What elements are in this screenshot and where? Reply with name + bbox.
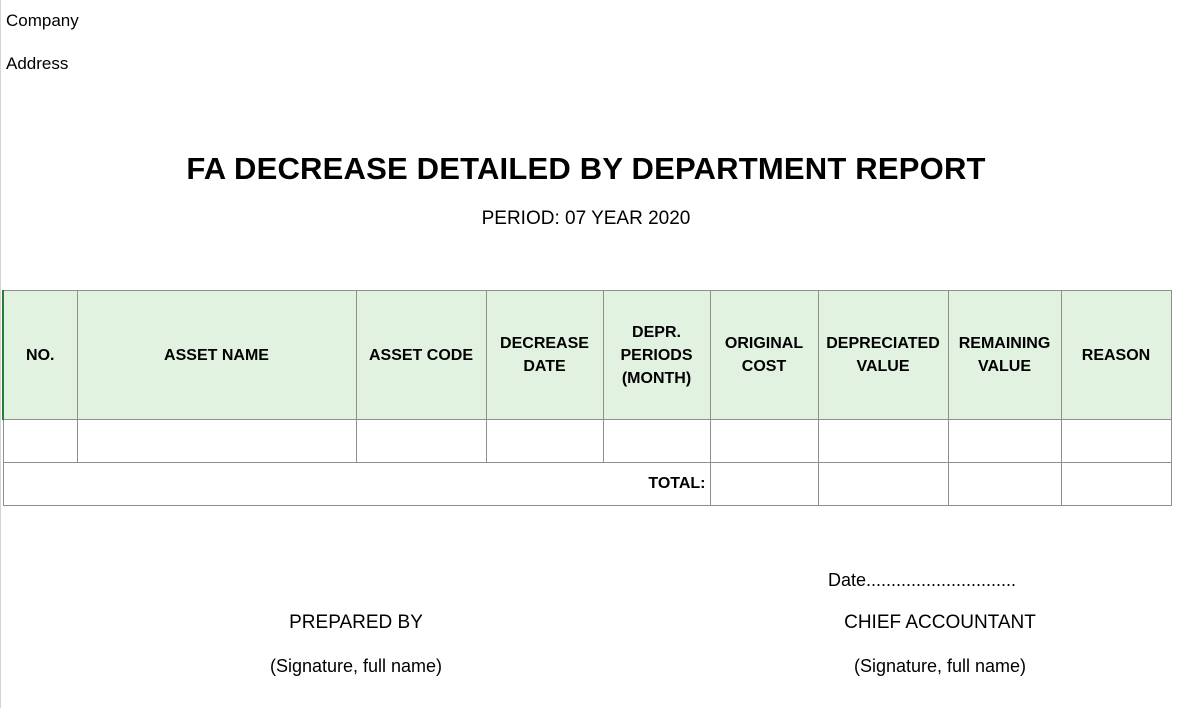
table-header-row: NO. ASSET NAME ASSET CODE DECREASE DATE … [2, 290, 1172, 420]
table-cell[interactable] [947, 419, 1062, 463]
column-header-decrease-date: DECREASE DATE [485, 290, 604, 420]
chief-accountant-signature-hint: (Signature, full name) [853, 656, 1027, 676]
prepared-by-label: PREPARED BY [289, 612, 423, 633]
total-original-cost-cell[interactable] [709, 462, 819, 506]
total-remaining-value-cell[interactable] [947, 462, 1062, 506]
table-cell[interactable] [817, 419, 949, 463]
column-header-depreciated-value: DEPRECIATED VALUE [817, 290, 949, 420]
column-header-original-cost: ORIGINAL COST [709, 290, 819, 420]
column-header-remaining-value: REMAINING VALUE [947, 290, 1062, 420]
total-reason-cell[interactable] [1060, 462, 1172, 506]
total-row: TOTAL: [2, 462, 1172, 506]
company-label: Company [6, 11, 79, 30]
table-cell[interactable] [355, 419, 487, 463]
total-label: TOTAL: [2, 462, 711, 506]
report-period: PERIOD: 07 YEAR 2020 [481, 208, 691, 229]
table-cell[interactable] [602, 419, 711, 463]
table-cell[interactable] [709, 419, 819, 463]
asset-decrease-table: NO. ASSET NAME ASSET CODE DECREASE DATE … [2, 290, 1172, 506]
column-header-asset-name: ASSET NAME [76, 290, 357, 420]
column-header-no: NO. [2, 290, 78, 420]
table-cell[interactable] [485, 419, 604, 463]
date-line: Date.............................. [828, 570, 1017, 590]
prepared-by-signature-hint: (Signature, full name) [269, 656, 443, 676]
sheet-left-border [0, 0, 1, 708]
column-header-reason: REASON [1060, 290, 1172, 420]
table-cell[interactable] [2, 419, 78, 463]
table-cell[interactable] [76, 419, 357, 463]
column-header-asset-code: ASSET CODE [355, 290, 487, 420]
table-row [2, 419, 1172, 463]
chief-accountant-label: CHIEF ACCOUNTANT [844, 612, 1036, 633]
total-depreciated-value-cell[interactable] [817, 462, 949, 506]
address-label: Address [6, 54, 69, 73]
table-cell[interactable] [1060, 419, 1172, 463]
report-title: FA DECREASE DETAILED BY DEPARTMENT REPOR… [186, 151, 986, 186]
column-header-depr-periods: DEPR. PERIODS (MONTH) [602, 290, 711, 420]
